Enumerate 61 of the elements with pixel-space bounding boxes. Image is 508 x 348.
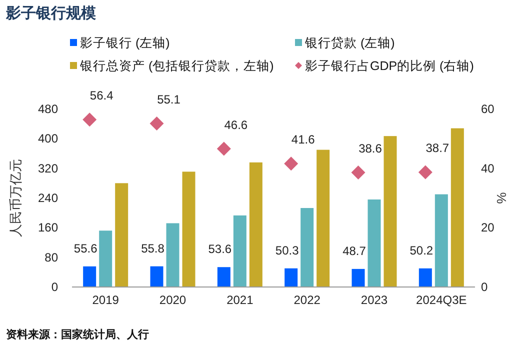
data-label: 55.8: [141, 241, 165, 256]
point: [351, 165, 366, 180]
y2-axis-title: %: [494, 192, 508, 204]
bar: [384, 136, 397, 287]
bar: [83, 266, 96, 287]
data-label: 46.6: [224, 118, 248, 132]
y-tick-label: 480: [38, 102, 58, 116]
bar: [217, 267, 230, 287]
y-tick-label: 160: [38, 220, 58, 235]
y2-tick-label: 0: [481, 280, 488, 294]
bar: [368, 199, 381, 287]
legend-label: 银行总资产 (包括银行贷款，左轴): [79, 59, 274, 73]
bar: [300, 208, 314, 287]
bar: [316, 150, 330, 287]
x-tick-label: 2023: [360, 293, 388, 307]
legend-label: 影子银行 (左轴): [80, 36, 170, 50]
bar: [352, 268, 365, 287]
data-label: 55.6: [74, 241, 98, 256]
x-tick-label: 2021: [226, 293, 254, 307]
point: [284, 156, 298, 171]
bar: [450, 128, 464, 287]
y-tick-label: 80: [44, 250, 58, 264]
y-tick-label: 0: [51, 280, 58, 294]
y-tick-label: 320: [38, 161, 58, 176]
data-label: 38.7: [426, 141, 450, 156]
x-tick-label: 2020: [159, 293, 186, 307]
point: [150, 116, 164, 131]
text: 资料来源：国家统计局、人行: [6, 328, 149, 341]
bar: [166, 223, 180, 287]
legend-label: 银行贷款 (左轴): [304, 36, 395, 50]
y2-tick-label: 40: [481, 161, 495, 176]
bar: [418, 268, 432, 287]
data-label: 50.3: [275, 243, 300, 258]
data-label: 50.2: [410, 243, 434, 258]
point: [216, 142, 231, 156]
bar: [434, 194, 448, 287]
x-tick-label: 2019: [92, 293, 120, 307]
x-tick-label: 2022: [294, 293, 321, 307]
bar: [99, 230, 112, 287]
y2-tick-label: 60: [481, 102, 495, 116]
data-label: 48.7: [342, 244, 366, 258]
data-label: 38.6: [358, 141, 382, 156]
bar: [150, 266, 164, 287]
y2-tick-label: 20: [481, 220, 495, 235]
chart-title: 影子银行规模: [5, 5, 97, 22]
bar: [233, 215, 246, 287]
bar: [284, 268, 298, 287]
data-label: 56.4: [90, 88, 114, 103]
y-tick-label: 400: [38, 132, 58, 146]
point: [82, 112, 97, 127]
x-tick-label: 2024Q3E: [416, 293, 467, 307]
bar: [115, 183, 128, 287]
data-label: 53.6: [208, 242, 232, 256]
bar: [249, 162, 262, 287]
data-label: 55.1: [157, 92, 181, 107]
y-tick-label: 240: [38, 191, 58, 205]
bar: [182, 172, 196, 287]
data-label: 41.6: [291, 132, 316, 147]
y-axis-title: 人民币万亿元: [8, 159, 23, 237]
legend-label: 影子银行占GDP的比例 (右轴): [305, 59, 474, 73]
point: [418, 165, 432, 180]
